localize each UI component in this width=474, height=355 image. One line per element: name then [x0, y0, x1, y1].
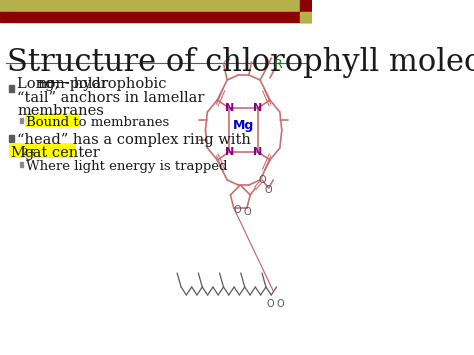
- Bar: [9, 85, 14, 92]
- Text: “head” has a complex ring with: “head” has a complex ring with: [17, 133, 251, 147]
- Text: membranes: membranes: [17, 104, 104, 118]
- Text: O: O: [276, 299, 283, 309]
- Text: Mg: Mg: [10, 146, 34, 160]
- Text: Long,: Long,: [17, 77, 64, 91]
- Text: O: O: [266, 299, 274, 309]
- Text: at center: at center: [28, 146, 100, 160]
- Text: O: O: [265, 185, 273, 195]
- Text: “tail” anchors in lamellar: “tail” anchors in lamellar: [17, 91, 204, 105]
- Text: O: O: [233, 205, 241, 215]
- Text: N: N: [225, 103, 234, 113]
- Text: O: O: [258, 175, 266, 185]
- FancyBboxPatch shape: [25, 113, 80, 127]
- Text: O: O: [243, 207, 251, 217]
- Text: 2+: 2+: [22, 148, 36, 157]
- Bar: [300, 12, 312, 22]
- Bar: [0, 12, 312, 22]
- Text: hydrophobic: hydrophobic: [69, 77, 167, 91]
- Bar: [0, 0, 312, 12]
- Text: N: N: [225, 147, 234, 157]
- Bar: [300, 0, 312, 12]
- Text: Mg: Mg: [233, 119, 254, 131]
- Bar: [20, 162, 23, 167]
- Text: non-polar: non-polar: [37, 77, 109, 91]
- FancyBboxPatch shape: [9, 143, 76, 158]
- Text: Where light energy is trapped: Where light energy is trapped: [27, 160, 228, 173]
- Bar: [20, 118, 23, 123]
- Bar: [9, 135, 14, 142]
- Text: Structure of chlorophyll molecule: Structure of chlorophyll molecule: [7, 47, 474, 78]
- Text: N: N: [254, 103, 263, 113]
- Text: N: N: [254, 147, 263, 157]
- Text: Bound to membranes: Bound to membranes: [27, 116, 170, 129]
- Text: R: R: [273, 59, 282, 71]
